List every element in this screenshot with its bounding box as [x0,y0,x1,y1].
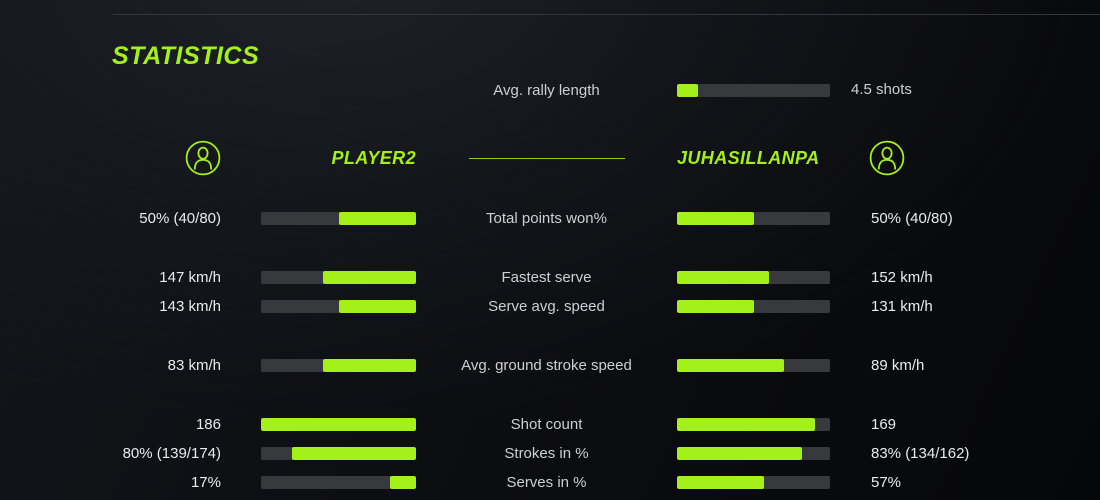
left-stat-bar [261,359,416,372]
stat-row: 80% (139/174) Strokes in % 83% (134/162) [0,439,1100,468]
left-stat-bar-fill [323,271,416,284]
right-stat-bar-fill [677,447,803,460]
left-stat-bar [261,212,416,225]
right-stat-value: 169 [871,415,897,433]
left-player-name: PLAYER2 [331,147,416,168]
right-stat-value: 152 km/h [871,268,933,286]
left-stat-value: 80% (139/174) [122,445,221,462]
avg-rally-value: 4.5 shots [851,81,912,98]
left-stat-bar [261,447,416,460]
left-stat-bar-fill [261,418,416,431]
right-stat-value: 57% [871,473,902,491]
stat-label: Avg. ground stroke speed [461,357,632,374]
stat-row: 186 Shot count 169 [0,410,1100,439]
right-stat-bar [677,212,830,225]
right-stat-bar-fill [677,300,754,313]
left-stat-bar [261,300,416,313]
center-divider [468,157,625,159]
stat-row: 17% Serves in % 57% [0,468,1100,497]
left-stat-value: 143 km/h [159,298,221,315]
right-stat-bar [677,359,830,372]
left-stat-value: 147 km/h [159,269,221,286]
left-stat-bar-fill [292,447,416,460]
stat-row: 143 km/h Serve avg. speed 131 km/h [0,292,1100,321]
left-stat-bar [261,271,416,284]
right-stat-bar-fill [677,271,769,284]
right-player-user-icon [869,140,905,176]
right-stat-bar-fill [677,212,754,225]
right-player-name: JUHASILLANPA [677,147,820,168]
left-stat-value: 83 km/h [167,357,221,374]
right-stat-value: 131 km/h [871,297,933,315]
stat-label: Serve avg. speed [488,298,605,315]
left-stat-bar-fill [389,476,416,489]
left-stat-bar-fill [338,300,416,313]
right-stat-value: 50% (40/80) [871,209,953,227]
right-stat-bar-fill [677,359,785,372]
avg-rally-label: Avg. rally length [493,81,600,99]
page-title: STATISTICS [112,42,260,70]
right-stat-bar-fill [677,418,815,431]
right-stat-bar [677,476,830,489]
stat-row: 83 km/h Avg. ground stroke speed 89 km/h [0,351,1100,380]
avg-rally-bar [677,83,830,97]
avg-rally-bar-fill [677,83,699,97]
statistics-screen: STATISTICS Avg. rally length 4.5 shots P… [0,14,1100,497]
stats-list: 50% (40/80) Total points won% 50% (40/80… [0,204,1100,497]
left-stat-bar [261,418,416,431]
avg-rally-row: Avg. rally length 4.5 shots [0,81,1100,99]
left-stat-value: 50% (40/80) [139,210,221,227]
top-divider [113,14,1100,15]
stat-label: Shot count [510,416,583,433]
left-stat-bar-fill [338,212,416,225]
stat-row: 147 km/h Fastest serve 152 km/h [0,263,1100,292]
right-stat-value: 89 km/h [871,356,925,374]
stat-label: Serves in % [506,474,587,491]
left-player-user-icon [185,140,221,176]
stat-row: 50% (40/80) Total points won% 50% (40/80… [0,204,1100,233]
right-stat-bar-fill [677,476,765,489]
right-stat-bar [677,447,830,460]
stat-label: Total points won% [486,210,607,227]
left-stat-bar-fill [323,359,416,372]
left-stat-bar [261,476,416,489]
left-stat-value: 186 [195,416,221,433]
right-stat-bar [677,418,830,431]
left-stat-value: 17% [190,474,221,491]
stat-label: Fastest serve [501,269,592,286]
right-stat-bar [677,300,830,313]
players-header: PLAYER2 JUHASILLANPA [0,140,1100,176]
stat-label: Strokes in % [504,445,589,462]
right-stat-bar [677,271,830,284]
right-stat-value: 83% (134/162) [871,444,970,462]
